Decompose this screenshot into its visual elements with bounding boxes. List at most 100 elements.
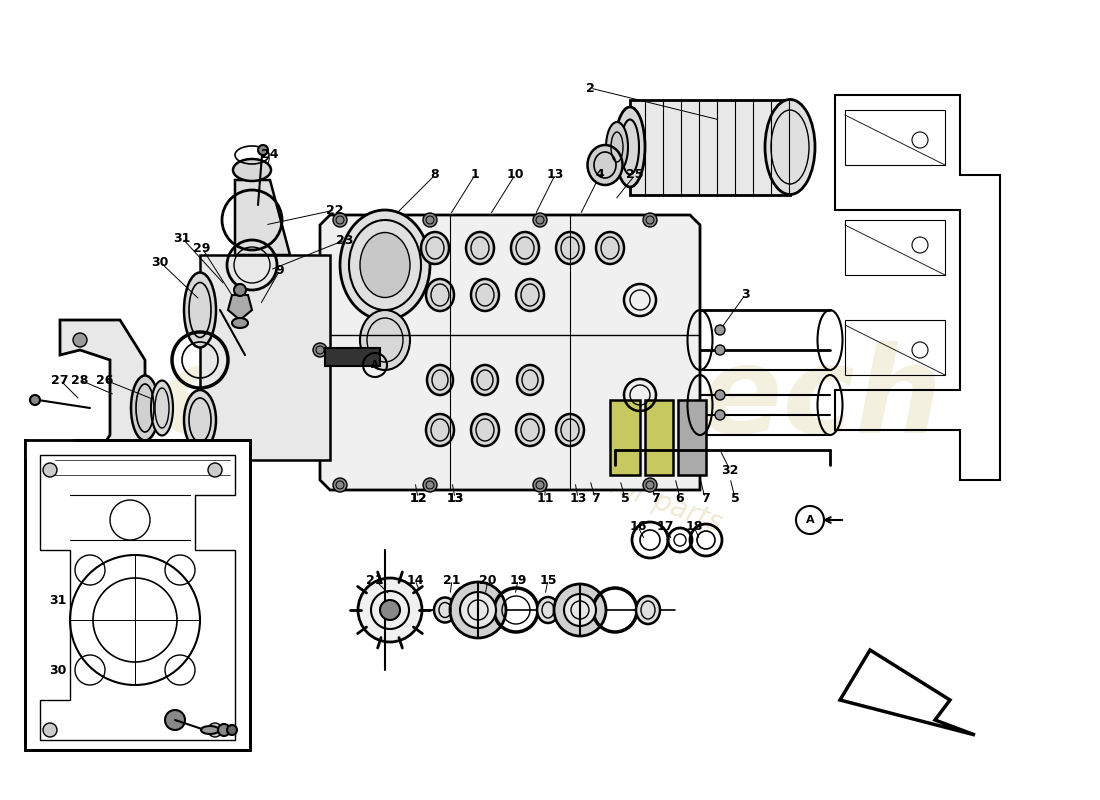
Text: 21: 21 <box>443 574 461 586</box>
Text: 12: 12 <box>409 491 427 505</box>
Ellipse shape <box>516 414 544 446</box>
Ellipse shape <box>131 375 160 441</box>
Circle shape <box>379 600 400 620</box>
Ellipse shape <box>184 273 216 347</box>
Polygon shape <box>228 295 252 320</box>
Circle shape <box>43 723 57 737</box>
Text: europatech: europatech <box>157 342 943 458</box>
Text: 10: 10 <box>506 169 524 182</box>
Text: 19: 19 <box>509 574 527 586</box>
Text: 11: 11 <box>537 491 553 505</box>
Circle shape <box>25 425 75 475</box>
Polygon shape <box>235 180 290 255</box>
Ellipse shape <box>615 107 645 187</box>
Circle shape <box>208 463 222 477</box>
Ellipse shape <box>151 381 173 435</box>
Text: 28: 28 <box>72 374 89 386</box>
Bar <box>25 440 250 750</box>
Circle shape <box>43 463 57 477</box>
Bar <box>645 400 673 475</box>
Text: 6: 6 <box>675 491 684 505</box>
Ellipse shape <box>556 232 584 264</box>
Circle shape <box>450 582 506 638</box>
Text: 5: 5 <box>620 491 629 505</box>
Text: 12: 12 <box>409 491 427 505</box>
Text: 13: 13 <box>547 169 563 182</box>
Ellipse shape <box>53 480 108 500</box>
Text: 3: 3 <box>740 289 749 302</box>
Text: 7: 7 <box>591 491 600 505</box>
Text: 27: 27 <box>52 374 68 386</box>
Ellipse shape <box>764 99 815 194</box>
Text: 30: 30 <box>152 255 168 269</box>
Circle shape <box>715 345 725 355</box>
Circle shape <box>554 584 606 636</box>
Bar <box>25 440 250 750</box>
Text: 31: 31 <box>174 231 190 245</box>
Ellipse shape <box>636 596 660 624</box>
Text: 31: 31 <box>50 594 67 606</box>
Bar <box>845 320 945 375</box>
Circle shape <box>165 710 185 730</box>
Polygon shape <box>60 320 145 490</box>
Circle shape <box>73 333 87 347</box>
Text: 23: 23 <box>337 234 354 246</box>
Ellipse shape <box>233 159 271 181</box>
Ellipse shape <box>512 232 539 264</box>
Circle shape <box>424 478 437 492</box>
Text: 21: 21 <box>366 574 384 586</box>
Ellipse shape <box>472 365 498 395</box>
Text: 17: 17 <box>657 521 673 534</box>
Text: 30: 30 <box>50 663 67 677</box>
Ellipse shape <box>360 310 410 370</box>
Bar <box>678 400 706 475</box>
Polygon shape <box>200 255 330 460</box>
Circle shape <box>314 343 327 357</box>
Ellipse shape <box>516 279 544 311</box>
Text: 32: 32 <box>722 463 739 477</box>
Bar <box>324 348 380 366</box>
Ellipse shape <box>426 279 454 311</box>
Circle shape <box>534 213 547 227</box>
Text: 5: 5 <box>730 491 739 505</box>
Circle shape <box>424 213 437 227</box>
Text: 2: 2 <box>585 82 594 94</box>
Text: 4: 4 <box>595 169 604 182</box>
Ellipse shape <box>556 414 584 446</box>
Circle shape <box>30 395 40 405</box>
Text: 14: 14 <box>406 574 424 586</box>
Circle shape <box>258 145 268 155</box>
Circle shape <box>460 592 496 628</box>
Text: 22: 22 <box>327 203 343 217</box>
Text: 13: 13 <box>447 491 464 505</box>
Circle shape <box>715 410 725 420</box>
Ellipse shape <box>201 726 219 734</box>
Text: 20: 20 <box>480 574 497 586</box>
Circle shape <box>715 390 725 400</box>
Circle shape <box>333 478 346 492</box>
Ellipse shape <box>517 365 543 395</box>
Bar <box>610 400 640 475</box>
Circle shape <box>227 725 236 735</box>
Ellipse shape <box>340 210 430 320</box>
Polygon shape <box>320 215 700 490</box>
Text: 29: 29 <box>194 242 211 254</box>
Ellipse shape <box>427 365 453 395</box>
Ellipse shape <box>587 145 623 185</box>
Text: A: A <box>805 515 814 525</box>
Text: 8: 8 <box>431 169 439 182</box>
Circle shape <box>333 213 346 227</box>
Ellipse shape <box>471 279 499 311</box>
Text: 15: 15 <box>539 574 557 586</box>
Ellipse shape <box>606 122 628 172</box>
Polygon shape <box>630 100 790 195</box>
Text: 26: 26 <box>97 374 113 386</box>
Text: 13: 13 <box>570 491 586 505</box>
Text: 16: 16 <box>629 521 647 534</box>
Circle shape <box>208 723 222 737</box>
Circle shape <box>534 478 547 492</box>
Circle shape <box>218 724 230 736</box>
Ellipse shape <box>434 598 456 622</box>
Ellipse shape <box>426 414 454 446</box>
Text: 13: 13 <box>447 491 464 505</box>
